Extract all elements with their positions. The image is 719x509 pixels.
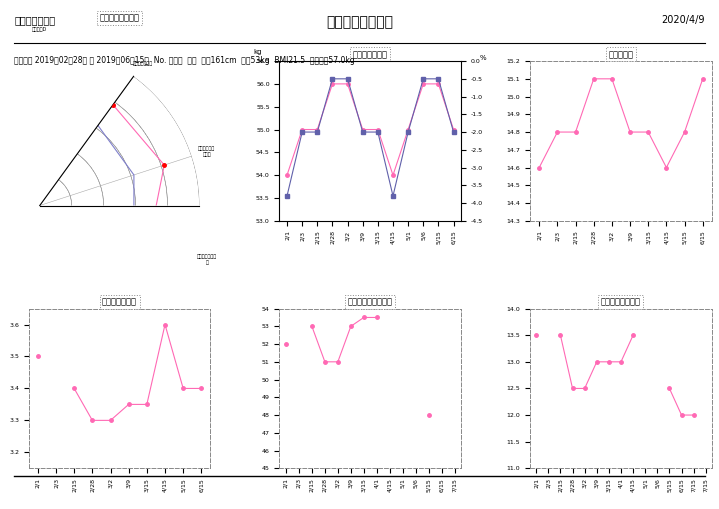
Title: 血清アルブミン: 血清アルブミン [102, 297, 137, 306]
Title: フレイルバランス: フレイルバランス [100, 13, 139, 22]
Title: 体重標準差推移: 体重標準差推移 [353, 50, 388, 59]
Text: 2020/4/9: 2020/4/9 [661, 15, 705, 25]
Text: フレイルバランス: フレイルバランス [326, 15, 393, 30]
Title: 血中ヘモグロビン: 血中ヘモグロビン [601, 297, 641, 306]
Y-axis label: kg: kg [253, 49, 262, 54]
Y-axis label: %: % [480, 54, 486, 61]
Text: 栄養マイスター: 栄養マイスター [14, 15, 55, 25]
Title: 血中コレステロール: 血中コレステロール [348, 297, 393, 306]
Title: 筋肉量推移: 筋肉量推移 [608, 50, 633, 59]
Text: 指対日付 2019年02月28日 ～ 2019年06月15日  No. 山本様  男性  身長161cm  体重53kg  BMI21.5  標準体重57.0k: 指対日付 2019年02月28日 ～ 2019年06月15日 No. 山本様 男… [14, 56, 355, 65]
Legend: 体重, 標準差: 体重, 標準差 [357, 295, 384, 314]
